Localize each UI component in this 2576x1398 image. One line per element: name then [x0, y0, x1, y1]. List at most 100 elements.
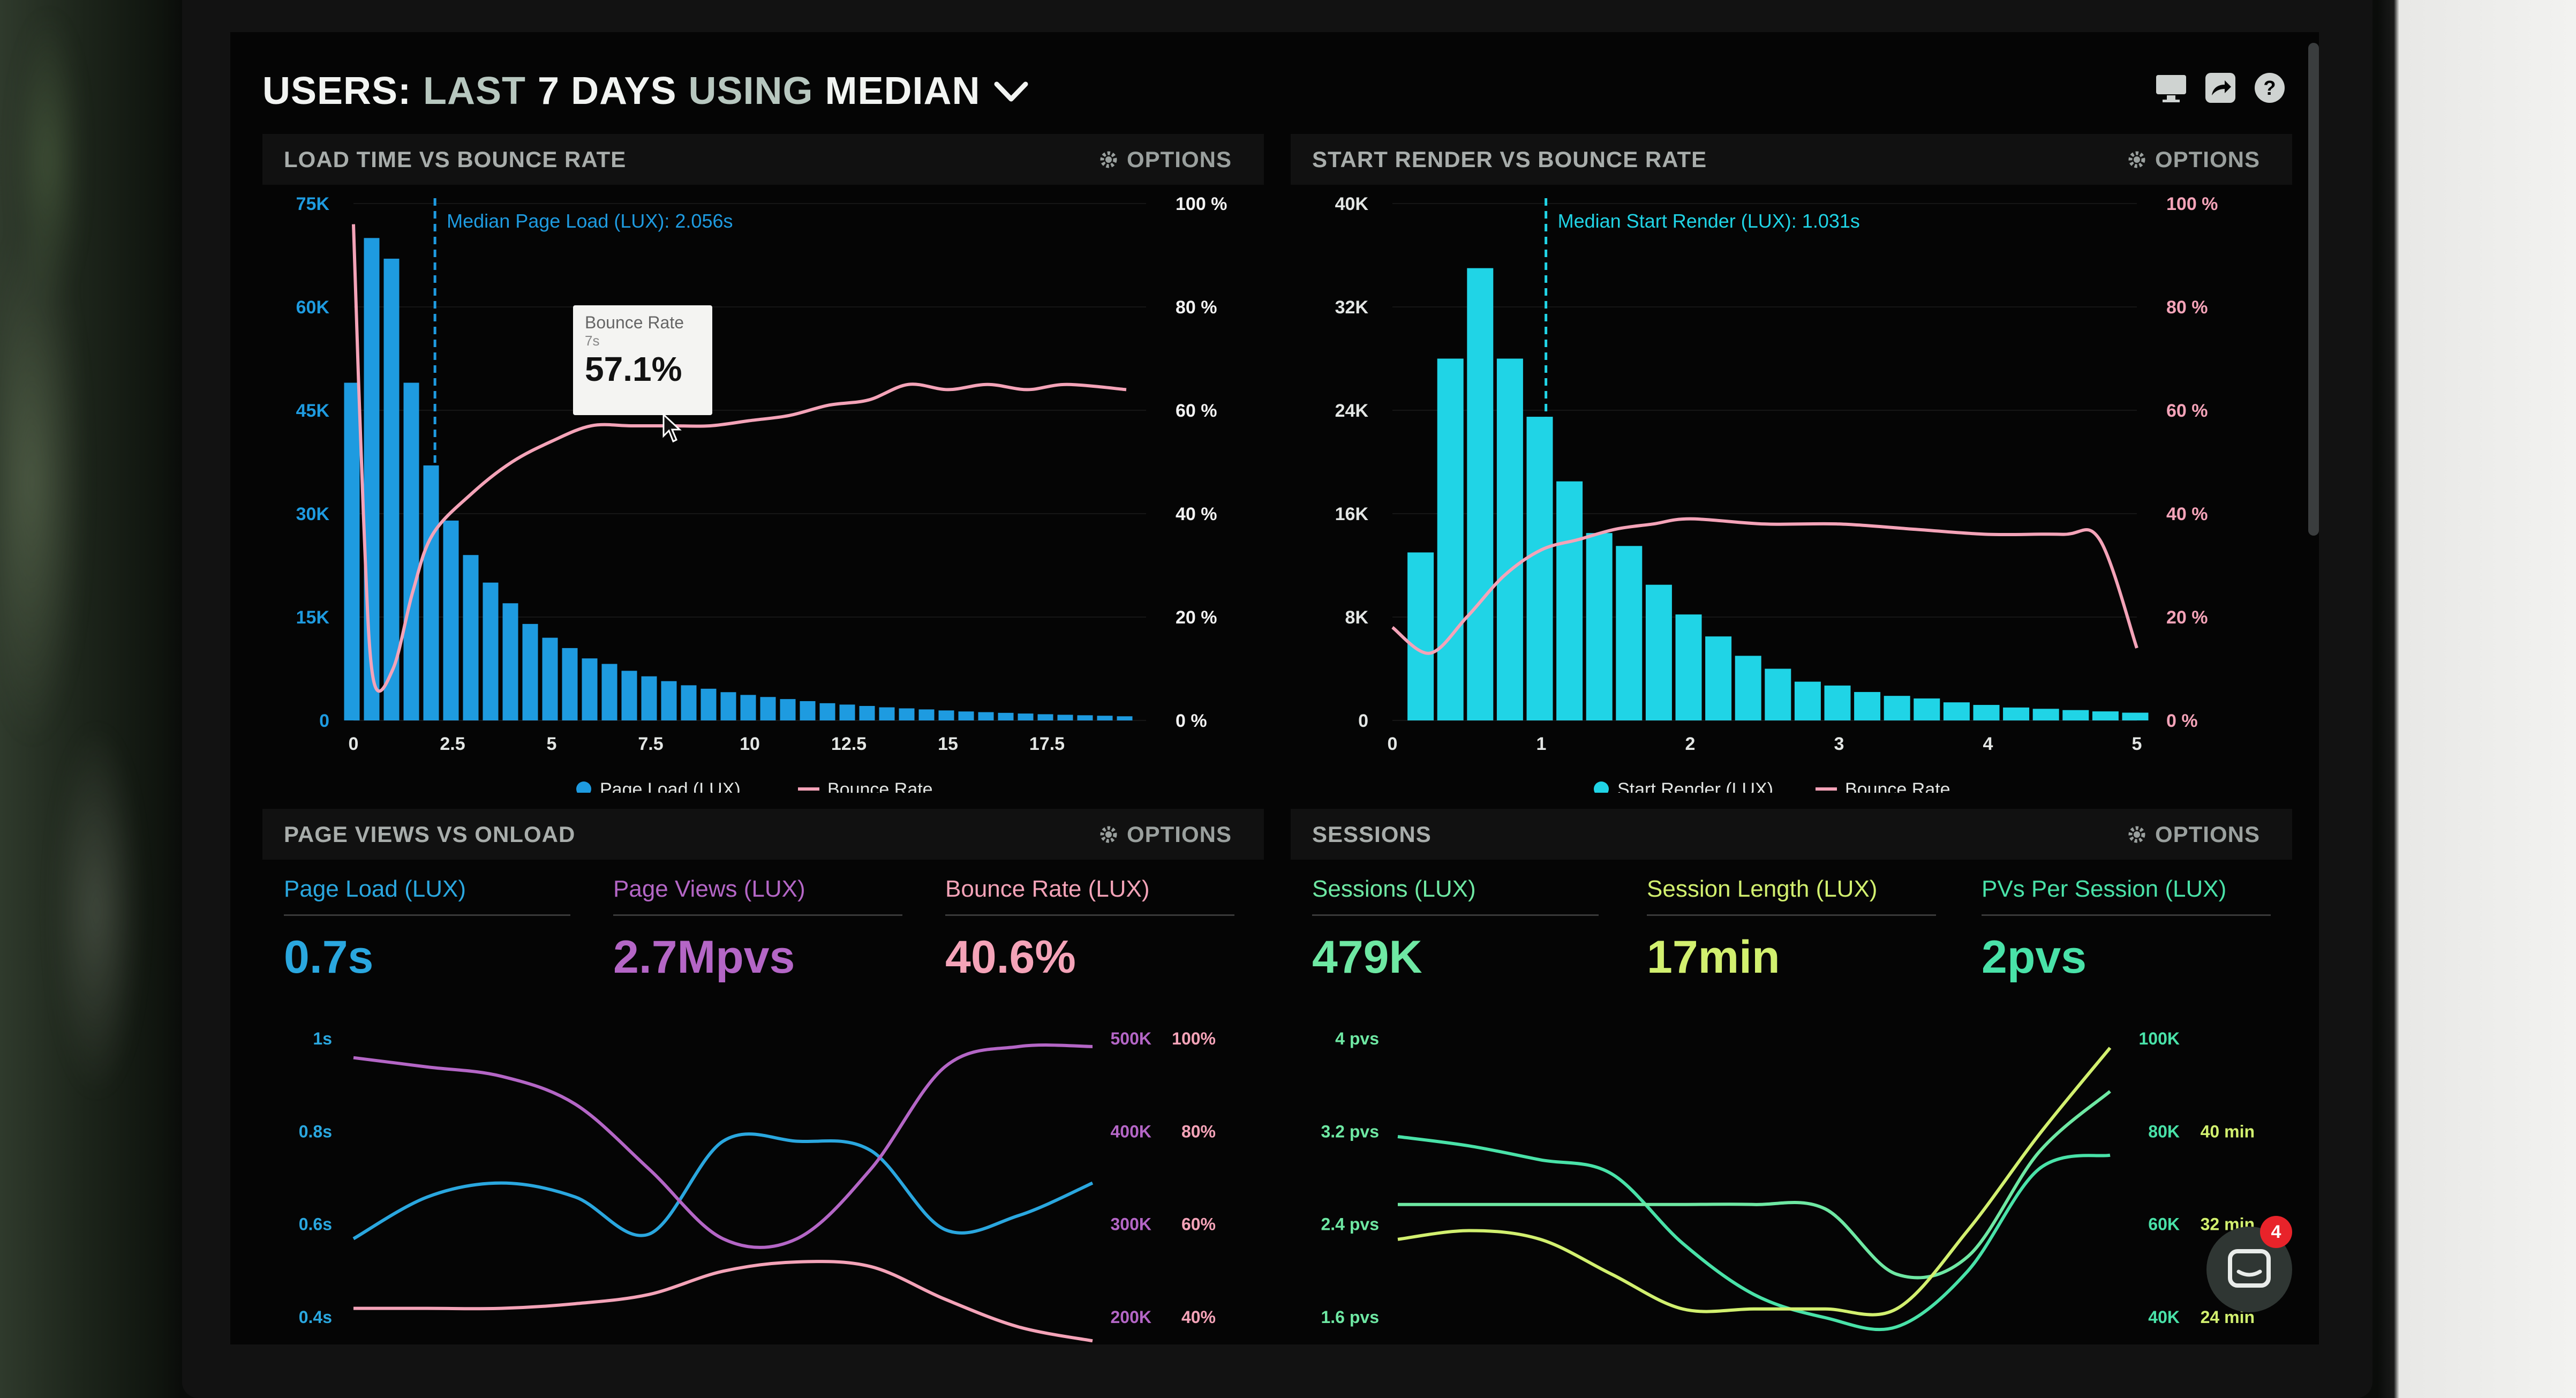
bar [661, 681, 677, 720]
monitor-icon[interactable] [2154, 71, 2188, 105]
bar [2032, 709, 2059, 720]
chevron-down-icon[interactable] [992, 72, 1030, 110]
help-icon[interactable]: ? [2253, 71, 2287, 105]
gear-icon [2128, 826, 2145, 843]
metric-page-load[interactable]: Page Load (LUX) 0.7s [284, 876, 570, 984]
y-right-tick: 60% [1181, 1215, 1216, 1234]
bar [859, 705, 875, 720]
x-tick: 10 [740, 734, 760, 754]
panel-load-vs-bounce: LOAD TIME VS BOUNCE RATE OPTIONS 0 15K 30K… [262, 134, 1264, 793]
panel-title: LOAD TIME VS BOUNCE RATE [284, 147, 627, 172]
bar [998, 712, 1014, 720]
y-right-tick: 40 % [2166, 504, 2208, 524]
y-left-tick: 75K [296, 194, 330, 214]
y-left-tick: 0.8s [299, 1122, 332, 1141]
y-right-tick: 20 % [1176, 607, 1217, 628]
cursor-icon [662, 412, 682, 443]
metric-rule [1982, 914, 2271, 916]
y-left-tick: 24K [1335, 401, 1369, 421]
metric-pvs-per-session[interactable]: PVs Per Session (LUX) 2pvs [1982, 876, 2271, 984]
bar [1586, 533, 1613, 720]
bar [2092, 711, 2119, 720]
series-line [1397, 1135, 2111, 1332]
legend-label: Start Render (LUX) [1617, 779, 1773, 793]
top-right-toolbar: ? [2154, 71, 2287, 105]
options-label: OPTIONS [1126, 822, 1232, 847]
y-left-tick: 3.2 pvs [1321, 1122, 1379, 1141]
y-mid-tick: 80K [2148, 1122, 2180, 1141]
panel-title: START RENDER VS BOUNCE RATE [1312, 147, 1707, 172]
metric-value: 2pvs [1982, 931, 2087, 983]
metric-bounce-rate[interactable]: Bounce Rate (LUX) 40.6% [945, 876, 1234, 984]
metric-label: Session Length (LUX) [1647, 876, 1878, 902]
y-left-tick: 40K [1335, 194, 1369, 214]
series-line [1398, 1090, 2111, 1280]
options-button[interactable]: OPTIONS [1098, 147, 1232, 172]
options-button[interactable]: OPTIONS [2126, 822, 2260, 847]
metric-session-length[interactable]: Session Length (LUX) 17min [1647, 876, 1936, 984]
metric-rule [1647, 914, 1936, 916]
bar [1077, 715, 1093, 720]
legend-label: Page Load (LUX) [600, 779, 741, 793]
x-tick: 3 [1834, 734, 1844, 754]
bar [1467, 268, 1494, 720]
bar [1117, 716, 1133, 720]
metric-value: 2.7Mpvs [613, 931, 795, 983]
metric-rule [284, 914, 570, 916]
panel-title: SESSIONS [1312, 822, 1432, 847]
y-mid-tick: 40K [2148, 1307, 2180, 1327]
bar [383, 258, 400, 720]
x-tick: 2.5 [440, 734, 465, 754]
bar [1735, 656, 1761, 720]
bar [621, 671, 637, 720]
y-right-tick: 100 % [2166, 194, 2218, 214]
start-render-chart: 0 8K 16K 24K 32K 40K 0 % 20 % 40 % 60 % 80 % 100 % 0… [1335, 194, 2218, 793]
bar [2122, 712, 2149, 720]
bar [1437, 358, 1464, 720]
y-right-tick: 40 min [2201, 1122, 2255, 1141]
options-button[interactable]: OPTIONS [2126, 147, 2260, 172]
x-tick: 5 [547, 734, 557, 754]
metric-page-views[interactable]: Page Views (LUX) 2.7Mpvs [613, 876, 902, 984]
bar [2062, 710, 2089, 720]
metric-label: Page Views (LUX) [613, 876, 805, 902]
share-icon[interactable] [2203, 71, 2238, 105]
bar [463, 555, 479, 720]
panel-header: START RENDER VS BOUNCE RATE OPTIONS [1291, 134, 2292, 185]
x-tick: 7.5 [638, 734, 663, 754]
header-median[interactable]: MEDIAN [825, 70, 981, 112]
bar [502, 603, 518, 720]
gear-icon [2128, 151, 2145, 168]
bar [978, 712, 994, 720]
bar [344, 382, 360, 720]
svg-text:?: ? [2263, 77, 2276, 100]
y-left-tick: 30K [296, 504, 330, 524]
metric-value: 17min [1647, 931, 1780, 983]
scrollbar[interactable] [2308, 43, 2319, 536]
y-mid-tick: 200K [1111, 1307, 1152, 1327]
dashboard-header[interactable]: USERS: LAST 7 DAYS USING MEDIAN [262, 59, 1030, 123]
metric-rule [613, 914, 902, 916]
bar [582, 658, 598, 720]
bar [601, 664, 617, 720]
legend-label: Bounce Rate [827, 779, 933, 793]
bar [899, 708, 915, 720]
y-right-tick: 80% [1181, 1122, 1216, 1141]
bar [403, 382, 419, 720]
metric-sessions[interactable]: Sessions (LUX) 479K [1312, 876, 1599, 984]
x-tick: 1 [1536, 734, 1547, 754]
header-users: USERS: [262, 70, 412, 112]
y-left-tick: 2.4 pvs [1321, 1215, 1379, 1234]
bar [483, 582, 499, 720]
panel-header: PAGE VIEWS VS ONLOAD OPTIONS [262, 809, 1264, 860]
page-views-chart: 0.4s 0.6s 0.8s 1s 200K 300K 400K 500K 40% 60% 80% 1… [299, 1029, 1216, 1343]
y-left-tick: 0.4s [299, 1307, 332, 1327]
y-mid-tick: 100K [2139, 1029, 2180, 1048]
header-days[interactable]: 7 DAYS [538, 70, 677, 112]
median-annotation: Median Start Render (LUX): 1.031s [1558, 210, 1860, 232]
y-right-tick: 60 % [1176, 401, 1217, 421]
options-button[interactable]: OPTIONS [1098, 822, 1232, 847]
legend-label: Bounce Rate [1845, 779, 1950, 793]
load-time-chart: 0 15K 30K 45K 60K 75K 0 % 20 % 40 % 60 % 80 % 100 %… [296, 194, 1227, 793]
legend-marker-bars [1594, 781, 1609, 793]
